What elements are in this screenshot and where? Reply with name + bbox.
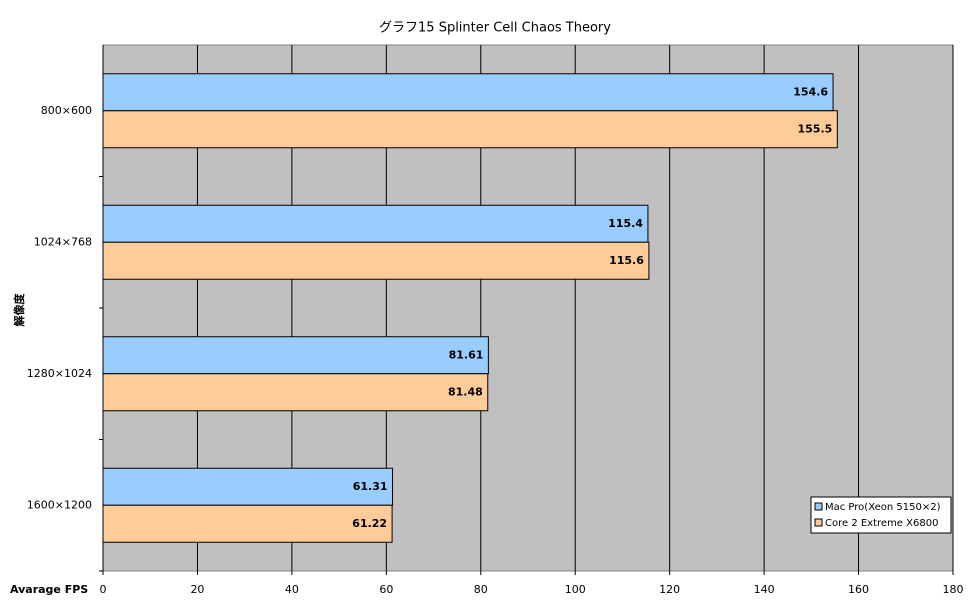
legend-swatch: [814, 518, 823, 527]
data-label: 81.61: [449, 348, 484, 361]
bar: [102, 373, 489, 412]
bar: [102, 467, 394, 506]
legend-swatch: [814, 502, 823, 511]
bar: [102, 241, 650, 280]
x-tick-label: 120: [659, 583, 680, 596]
bar: [102, 110, 838, 149]
y-tick-label: 1280×1024: [27, 367, 92, 380]
x-tick-label: 0: [100, 583, 107, 596]
data-label: 115.6: [609, 254, 644, 267]
data-label: 155.5: [798, 122, 833, 135]
bar: [102, 204, 649, 243]
legend-box: [810, 496, 952, 534]
y-tick-label: 800×600: [41, 104, 92, 117]
y-tick-label: 1600×1200: [27, 498, 92, 511]
x-tick-label: 140: [754, 583, 775, 596]
legend-label: Core 2 Extreme X6800: [825, 518, 938, 529]
x-axis-label: Avarage FPS: [10, 583, 88, 596]
data-label: 154.6: [793, 85, 828, 98]
x-tick-label: 60: [379, 583, 393, 596]
y-tick-label: 1024×768: [34, 235, 92, 248]
x-tick-label: 100: [565, 583, 586, 596]
bar: [102, 73, 834, 112]
x-tick-label: 40: [285, 583, 299, 596]
legend-label: Mac Pro(Xeon 5150×2): [825, 502, 941, 513]
bar: [102, 336, 489, 375]
x-tick-label: 180: [943, 583, 964, 596]
x-tick-label: 160: [848, 583, 869, 596]
x-tick-label: 80: [474, 583, 488, 596]
data-label: 61.31: [353, 480, 388, 493]
data-label: 115.4: [608, 217, 643, 230]
data-label: 81.48: [448, 385, 483, 398]
bar: [102, 504, 393, 543]
legend: Mac Pro(Xeon 5150×2) Core 2 Extreme X6800: [810, 496, 952, 534]
x-tick-label: 20: [190, 583, 204, 596]
y-axis-label: 解像度: [12, 293, 26, 327]
data-label: 61.22: [352, 517, 387, 530]
chart-title: グラフ15 Splinter Cell Chaos Theory: [379, 21, 611, 36]
